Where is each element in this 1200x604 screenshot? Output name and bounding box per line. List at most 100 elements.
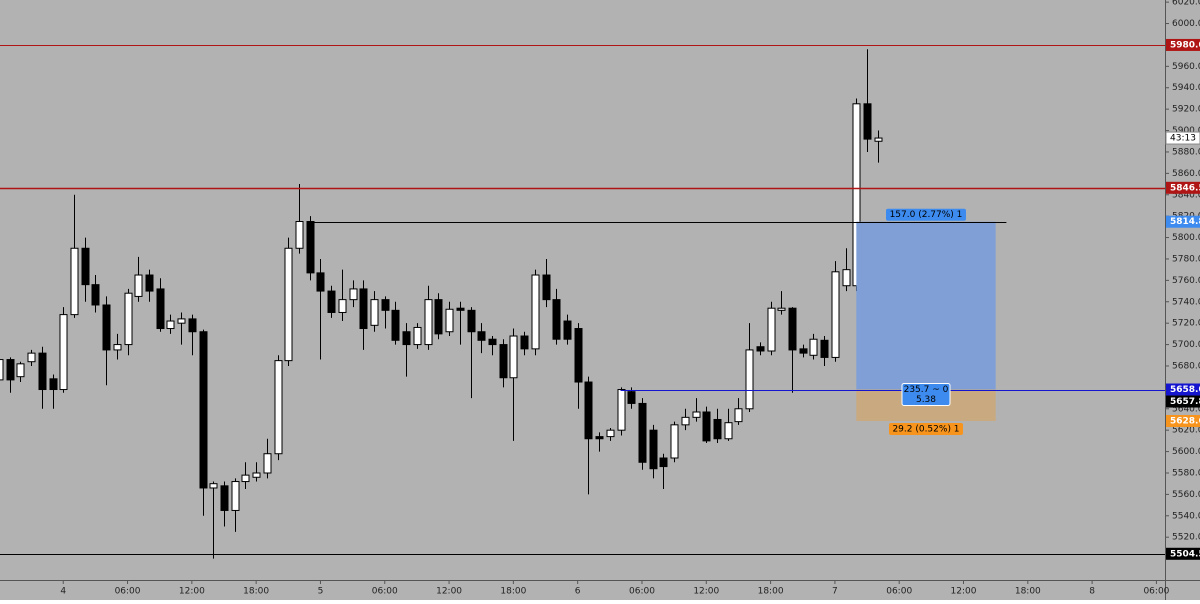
candle-body [370,299,379,326]
y-tick-label: 5760.0 [1172,276,1200,286]
candle-body [606,429,615,438]
candle-body [488,338,497,346]
x-tick-label: 7 [832,587,838,597]
price-badge [1166,383,1200,396]
x-tick-label: 4 [60,587,66,597]
candle-body [767,307,776,352]
candle-body [81,247,90,286]
price-badge-label: 5658.0 [1170,385,1200,395]
y-tick-label: 5520.0 [1172,533,1200,543]
candle-body [220,485,229,511]
candle-body [617,389,626,431]
price-badge-label: 5628.6 [1170,416,1200,426]
timer-badge [1165,131,1200,145]
y-tick-label: 5700.0 [1172,340,1200,350]
candle-body [702,411,711,442]
x-tick-label: 18:00 [243,587,269,597]
y-tick-label: 5600.0 [1172,447,1200,457]
y-tick-label: 5840.0 [1172,190,1200,200]
time-axis [0,580,1200,600]
candle-body [456,307,465,311]
x-tick-label: 18:00 [758,587,784,597]
candle-body [692,411,701,418]
candle-body [531,274,540,350]
y-tick-label: 5740.0 [1172,297,1200,307]
candle-body [563,320,572,340]
x-tick-label: 18:00 [1015,587,1041,597]
y-tick-label: 5960.0 [1172,62,1200,72]
candle-body [520,335,529,350]
center-label: 235.7 ~ 0 [904,385,949,395]
candle-body [499,344,508,379]
candle-body [799,348,808,354]
candle-body [659,457,668,468]
candle-body [467,309,476,333]
candle-body [27,352,36,363]
y-tick-label: 6000.0 [1172,19,1200,29]
candle-body [124,292,133,346]
candle-body [391,309,400,341]
candle-body [38,352,47,391]
candle-body [91,284,100,306]
x-tick-label: 06:00 [115,587,141,597]
candle-body [574,328,583,383]
candle-body [381,299,390,311]
y-tick-label: 5900.0 [1172,126,1200,136]
candle-body [509,335,518,379]
y-tick-label: 5560.0 [1172,490,1200,500]
candle-body [59,314,68,391]
y-tick-label: 5640.0 [1172,404,1200,414]
candle-body [413,326,422,346]
price-badge [1166,215,1200,228]
candle-body [724,422,733,440]
x-tick-label: 12:00 [693,587,719,597]
target-zone [856,221,996,390]
candle-body [177,318,186,324]
candle-body [349,288,358,301]
candle-body [0,359,4,381]
candle-body [595,436,604,440]
x-tick-label: 18:00 [500,587,526,597]
candle-body [777,307,786,311]
center-label-box [901,383,951,407]
candle-body [188,318,197,333]
candle-body [274,360,283,455]
candle-body [166,320,175,330]
candle-body [842,269,851,287]
candle-body [359,288,368,330]
candle-body [820,339,829,358]
price-badge-label: 5504.5 [1170,549,1200,559]
candle-body [6,359,15,381]
target-label: 157.0 (2.77%) 1 [890,210,963,220]
y-tick-label: 5620.0 [1172,426,1200,436]
candle-body [252,472,261,478]
x-tick-label: 5 [318,587,324,597]
candle-body [542,274,551,301]
candle-body [327,290,336,313]
candle-body [338,299,347,313]
price-badge-label: 5814.8 [1170,217,1200,227]
candle-body [734,408,743,423]
y-tick-label: 5680.0 [1172,361,1200,371]
candle-body [638,402,647,463]
price-badge-label: 5846.5 [1170,183,1200,193]
candle-body [134,274,143,297]
price-badge [1166,414,1200,427]
candle-body [70,247,79,316]
candle-body [263,453,272,474]
candle-body [745,349,754,410]
candle-body [199,331,208,489]
x-tick-label: 6 [575,587,581,597]
candle-body [295,221,304,249]
price-badge [1166,395,1200,408]
target-label-box [885,208,966,221]
candle-body [584,381,593,440]
candle-body [649,429,658,470]
candle-body [756,346,765,352]
center-label: 5.38 [916,395,936,405]
y-tick-label: 6020.0 [1172,0,1200,8]
candle-body [831,271,840,358]
